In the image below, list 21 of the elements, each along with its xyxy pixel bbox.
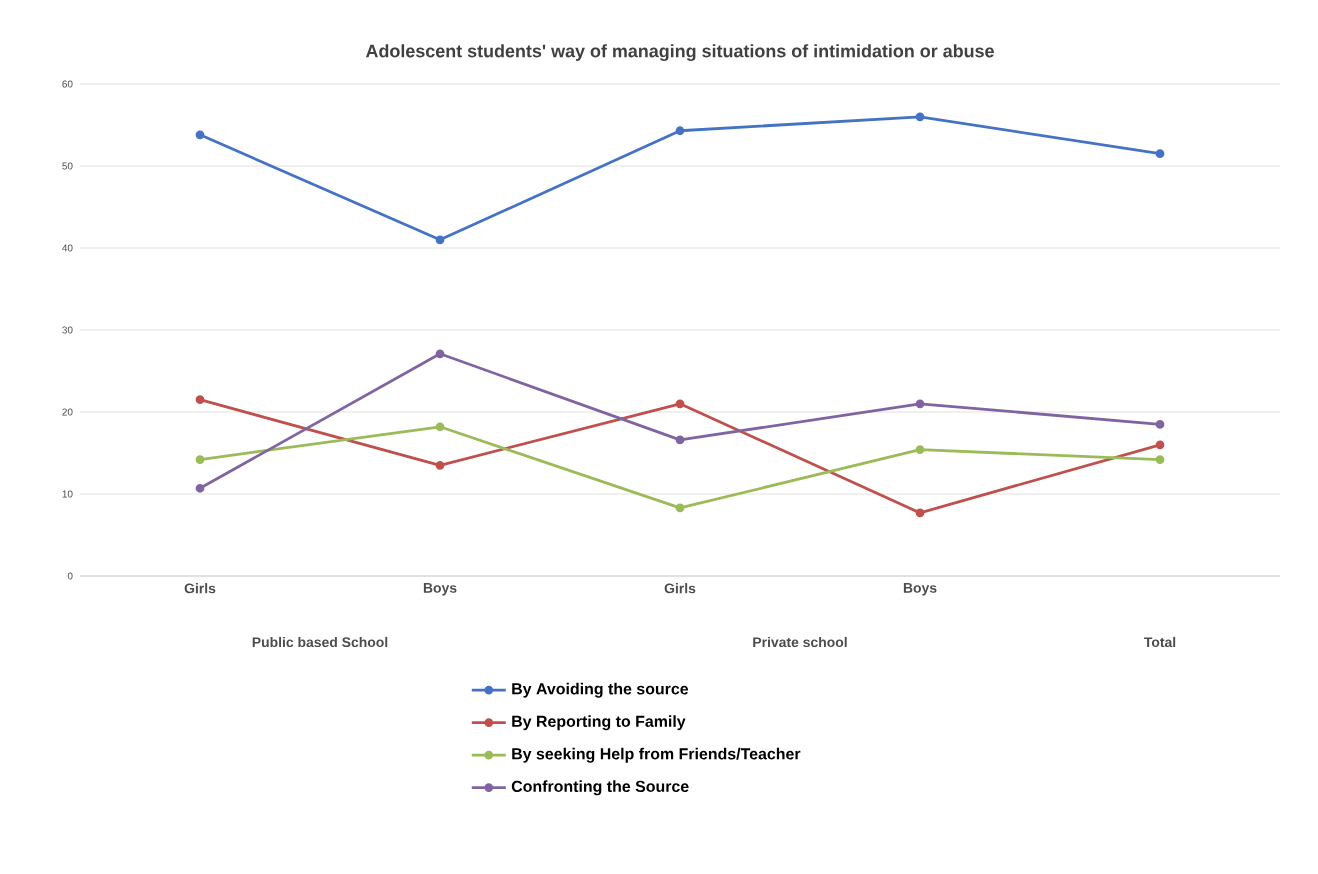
point: [675, 435, 685, 445]
point: [435, 349, 445, 359]
point: [195, 395, 205, 405]
point: [435, 460, 445, 470]
point: [1155, 149, 1165, 159]
point: [195, 483, 205, 493]
point: [1155, 455, 1165, 464]
point: [915, 445, 925, 455]
point: [435, 422, 445, 432]
point: [195, 130, 205, 140]
point: [915, 399, 925, 409]
point: [435, 235, 445, 245]
point: [675, 399, 685, 409]
point: [1155, 419, 1165, 429]
point: [1155, 440, 1165, 450]
point: [675, 503, 685, 513]
point: [195, 455, 205, 464]
chart-title: Adolescent students' way of managing situations of intimidation or abuse: [365, 44, 994, 62]
point: [675, 126, 685, 136]
point: [915, 112, 925, 122]
point: [915, 508, 925, 518]
